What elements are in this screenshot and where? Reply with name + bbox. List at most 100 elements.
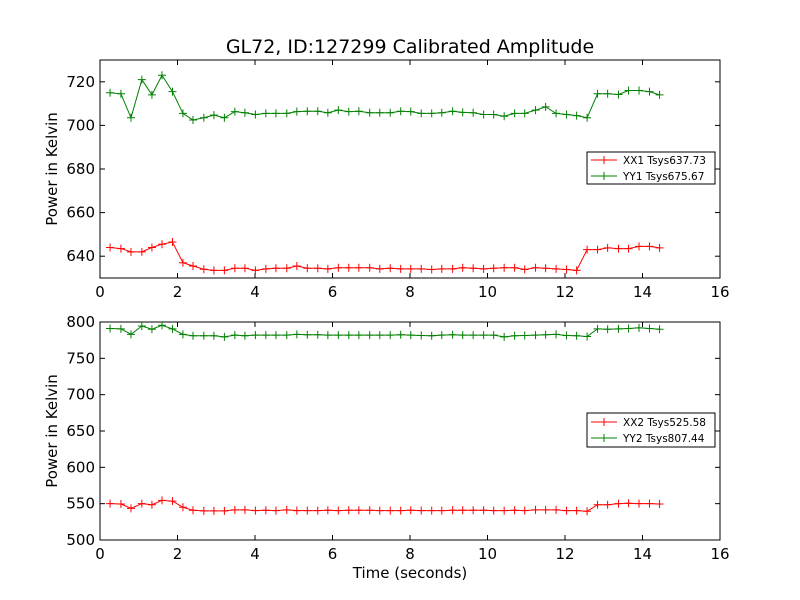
top-series-2-point	[292, 107, 301, 116]
top-x-tick-label: 14	[633, 283, 652, 301]
bottom-series-1-point	[375, 506, 384, 515]
top-series-2-point	[375, 108, 384, 117]
top-series-1-point	[220, 266, 229, 275]
bottom-x-tick-label: 2	[173, 545, 183, 563]
bottom-series-2-point	[168, 324, 177, 333]
top-series-1-point	[541, 264, 550, 273]
chart-title: GL72, ID:127299 Calibrated Amplitude	[226, 36, 594, 58]
bottom-ticks: 0 2 4 6 8 10 12 14 16 500 550 600 650 700 750 800	[66, 313, 729, 563]
bottom-series-2-point	[209, 331, 218, 340]
top-series-2-point	[510, 109, 519, 118]
bottom-series-1-point	[365, 506, 374, 515]
top-series-2-point	[541, 102, 550, 111]
bottom-series-2-point	[334, 331, 343, 340]
bottom-series-1-point	[240, 505, 249, 514]
bottom-series-2-point	[292, 330, 301, 339]
bottom-series-1-point	[106, 499, 115, 508]
top-series-2-point	[334, 106, 343, 115]
bottom-legend-box	[586, 412, 716, 448]
top-series-2-point	[220, 113, 229, 122]
top-series-2-point	[417, 109, 426, 118]
bottom-series-2-point	[417, 331, 426, 340]
top-series-2-point	[655, 90, 664, 99]
top-series-2-point	[396, 107, 405, 116]
bottom-series-2-point	[437, 331, 446, 340]
top-series-2-point	[127, 113, 135, 122]
bottom-series-1-point	[178, 503, 187, 512]
bottom-y-tick-label: 700	[66, 386, 95, 404]
bottom-y-tick-label: 550	[66, 495, 95, 513]
bottom-series-1-point	[334, 506, 343, 515]
bottom-series-1-point	[572, 506, 581, 515]
top-series-1-point	[500, 263, 509, 272]
top-series-1-point	[406, 264, 415, 273]
bottom-series-2-point	[354, 331, 363, 340]
top-series-2-point	[189, 115, 197, 124]
top-series-2-point	[168, 87, 177, 96]
bottom-series-2-point	[583, 332, 592, 341]
top-legend-label-1: XX1 Tsys637.73	[623, 155, 706, 167]
bottom-x-tick-label: 0	[95, 545, 105, 563]
top-series-2-point	[448, 107, 457, 116]
bottom-series-2-point	[614, 324, 623, 333]
bottom-series-2-point	[106, 324, 115, 333]
bottom-series-2-point	[520, 331, 529, 340]
bottom-x-tick-label: 12	[555, 545, 574, 563]
bottom-y-tick-label: 600	[66, 458, 95, 476]
top-series-2-point	[489, 110, 498, 119]
bottom-series-2-point	[510, 331, 519, 340]
top-series-1-point	[448, 264, 457, 273]
top-series-2-point	[645, 87, 654, 96]
bottom-series-1-point	[655, 500, 664, 509]
top-series-1-point	[251, 266, 260, 275]
top-legend-box	[586, 151, 716, 185]
bottom-series-1-point	[220, 506, 229, 515]
top-series-2-point	[282, 109, 291, 118]
top-series-2-point	[106, 88, 115, 97]
bottom-y-tick-label: 750	[66, 349, 95, 367]
bottom-series-2-point	[572, 331, 581, 340]
top-series-1-point	[386, 264, 395, 273]
bottom-series-2-point	[261, 331, 270, 340]
bottom-series-2-point	[189, 331, 197, 340]
bottom-series-1-point	[510, 506, 519, 515]
top-series-1-point	[562, 265, 571, 274]
top-series-1-point	[323, 264, 332, 273]
bottom-y-axis-label: Power in Kelvin	[43, 374, 61, 488]
top-series-2-point	[230, 107, 239, 116]
top-series-1-point	[354, 263, 363, 272]
top-legend: XX1 Tsys637.73 YY1 Tsys675.67	[586, 151, 716, 185]
bottom-series-1-point	[593, 500, 602, 509]
bottom-series-2-point	[406, 331, 415, 340]
top-series-2-point	[531, 106, 540, 115]
top-series-2-point	[365, 108, 374, 117]
top-series-1-point	[168, 238, 177, 247]
bottom-series-1-point	[645, 499, 654, 508]
bottom-series-1-point	[303, 506, 312, 515]
top-series-2-point	[562, 110, 571, 119]
bottom-y-tick-label: 500	[66, 531, 95, 549]
bottom-series-1-point	[127, 504, 135, 513]
bottom-series-1-point	[292, 506, 301, 515]
top-series-2-point	[469, 108, 478, 117]
top-series-1-point	[127, 247, 135, 256]
x-axis-label: Time (seconds)	[352, 564, 468, 582]
top-series-1-point	[603, 243, 612, 252]
bottom-series-1-point	[562, 506, 571, 515]
bottom-series-1-point	[541, 505, 550, 514]
bottom-x-tick-label: 10	[478, 545, 497, 563]
bottom-series-2-point	[593, 324, 602, 333]
top-series-1-point	[427, 265, 436, 274]
bottom-series-1-point	[189, 506, 197, 515]
top-series-1-point	[199, 265, 208, 274]
top-subplot: 0 2 4 6 8 10 12 14 16 640 660 680 700 720 Power in Ke…	[43, 59, 730, 301]
bottom-series-2-point	[158, 321, 166, 330]
bottom-legend: XX2 Tsys525.58 YY2 Tsys807.44	[586, 412, 716, 448]
bottom-series-1-point	[261, 506, 270, 515]
top-series-2-point	[116, 89, 125, 98]
top-series-2-point	[458, 108, 467, 117]
bottom-series-2-point	[251, 331, 260, 340]
bottom-y-tick-label: 650	[66, 422, 95, 440]
top-series-1-point	[230, 264, 239, 273]
top-series-1-point	[437, 264, 446, 273]
